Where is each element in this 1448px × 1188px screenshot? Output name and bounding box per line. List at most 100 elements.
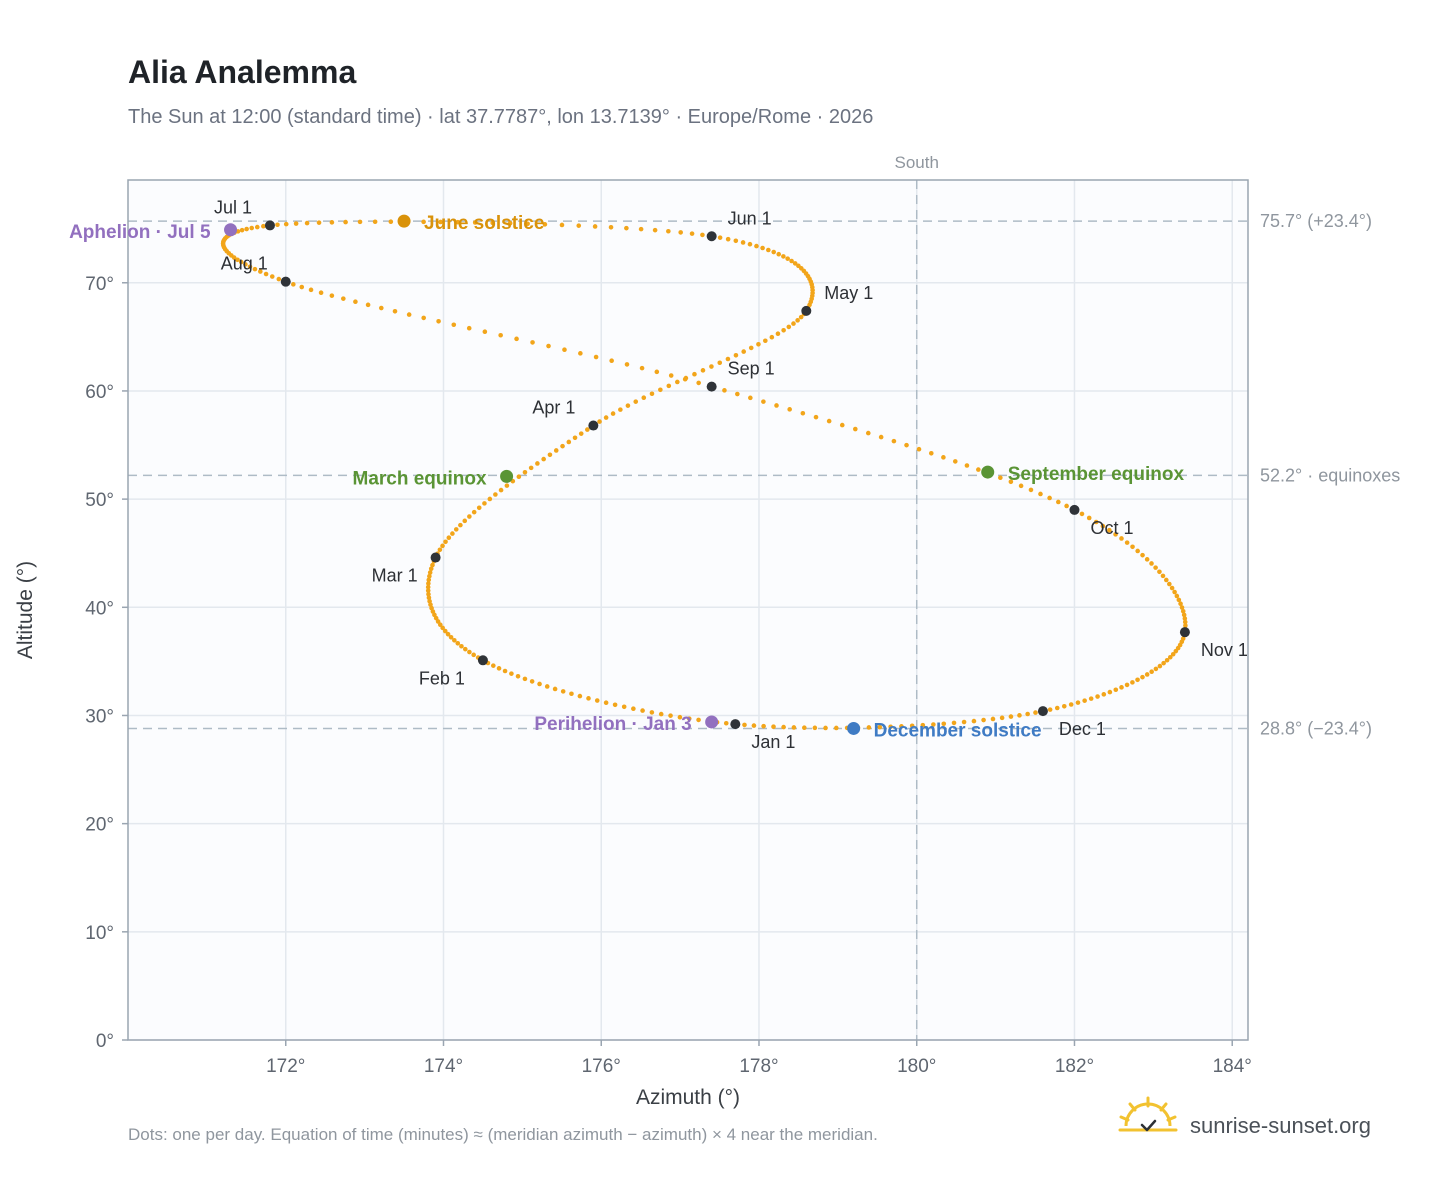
plot-area <box>128 180 1248 1040</box>
day-dot <box>1167 654 1173 660</box>
day-dot <box>365 302 371 308</box>
day-dot <box>440 625 445 631</box>
day-dot <box>467 514 472 519</box>
day-dot <box>1164 657 1170 663</box>
day-dot <box>455 219 461 225</box>
day-dot <box>535 461 540 466</box>
day-dot <box>1157 569 1162 575</box>
day-dot <box>1056 499 1061 505</box>
day-dot <box>1095 694 1100 699</box>
day-dot <box>792 261 798 266</box>
day-dot <box>466 325 472 331</box>
day-dot <box>562 347 567 352</box>
day-dot <box>888 724 893 730</box>
day-dot <box>1119 536 1124 541</box>
day-dot <box>638 226 644 232</box>
day-dot <box>249 225 255 231</box>
day-dot <box>631 706 636 712</box>
day-dot <box>802 725 807 730</box>
footnote: Dots: one per day. Equation of time (min… <box>128 1125 878 1144</box>
day-dot <box>700 368 706 373</box>
day-dot <box>498 332 503 338</box>
day-dot <box>471 509 477 515</box>
day-dot <box>826 418 832 424</box>
day-dot <box>1101 692 1107 697</box>
day-dot <box>971 718 977 724</box>
day-dot <box>740 240 746 245</box>
day-dot <box>388 219 394 225</box>
month-markers: Jan 1 Feb 1 Mar 1 Apr 1 May 1 Jun 1 Jul 1 Aug 1… <box>214 197 1248 752</box>
day-dot <box>904 442 909 448</box>
day-dot <box>1163 577 1169 583</box>
day-dot <box>353 299 358 305</box>
month-dot <box>801 305 812 316</box>
y-tick-label: 10° <box>85 923 114 944</box>
day-dot <box>717 360 723 366</box>
day-dot <box>1161 660 1166 666</box>
day-dot <box>1149 561 1154 566</box>
day-dot <box>522 676 528 682</box>
day-dot <box>1079 511 1085 517</box>
day-dot <box>490 220 495 226</box>
day-dot <box>725 236 731 242</box>
day-dot <box>1054 705 1060 711</box>
day-dot <box>787 407 792 412</box>
day-dot <box>865 430 871 436</box>
month-label: Jul 1 <box>214 197 252 217</box>
chart-subtitle: The Sun at 12:00 (standard time) · lat 3… <box>128 106 873 128</box>
day-dot <box>426 581 431 586</box>
x-tick-label: 172° <box>266 1056 305 1077</box>
day-dot <box>998 475 1003 481</box>
day-dot <box>578 431 584 436</box>
event-dot <box>500 469 514 483</box>
day-dot <box>283 221 289 227</box>
day-dot <box>677 714 683 720</box>
month-label: Mar 1 <box>372 566 418 586</box>
day-dot <box>491 663 496 668</box>
day-dot <box>1047 495 1052 501</box>
day-dot <box>1182 616 1188 621</box>
day-dot <box>440 543 445 549</box>
day-dot <box>916 446 922 452</box>
day-dot <box>941 455 946 460</box>
day-dot <box>482 501 487 506</box>
month-label: Dec 1 <box>1059 719 1106 739</box>
event-label: December solstice <box>874 720 1042 741</box>
day-dot <box>766 247 771 253</box>
month-dot <box>730 719 741 730</box>
day-dot <box>1018 483 1024 489</box>
day-dot <box>668 373 674 378</box>
day-dot <box>1088 696 1094 701</box>
day-dot <box>603 415 609 420</box>
day-dot <box>316 220 322 225</box>
day-dot <box>608 224 614 230</box>
day-dot <box>618 407 623 412</box>
day-dot <box>909 723 915 729</box>
day-dot <box>1093 519 1099 525</box>
x-tick-label: 182° <box>1055 1056 1094 1077</box>
month-label: Jan 1 <box>751 732 795 752</box>
day-dot <box>476 505 482 511</box>
day-dot <box>1113 532 1118 537</box>
day-dot <box>678 230 683 235</box>
day-dot <box>446 535 452 541</box>
day-dot <box>263 271 269 277</box>
month-dot <box>1069 504 1080 515</box>
day-dot <box>482 329 488 335</box>
day-dot <box>507 220 513 226</box>
day-dot <box>559 222 565 228</box>
day-dot <box>552 686 558 692</box>
day-dot <box>458 522 463 528</box>
y-tick-label: 50° <box>85 490 114 511</box>
day-dot <box>421 219 426 225</box>
month-dot <box>264 220 275 231</box>
month-dot <box>706 381 717 392</box>
plot-frame <box>127 179 1249 1041</box>
y-tick-label: 40° <box>85 598 114 619</box>
day-dot <box>785 256 790 261</box>
day-dot <box>585 427 590 432</box>
day-dot <box>756 342 761 347</box>
day-dot <box>891 438 897 444</box>
day-dot <box>812 725 818 731</box>
day-dot <box>577 693 583 699</box>
